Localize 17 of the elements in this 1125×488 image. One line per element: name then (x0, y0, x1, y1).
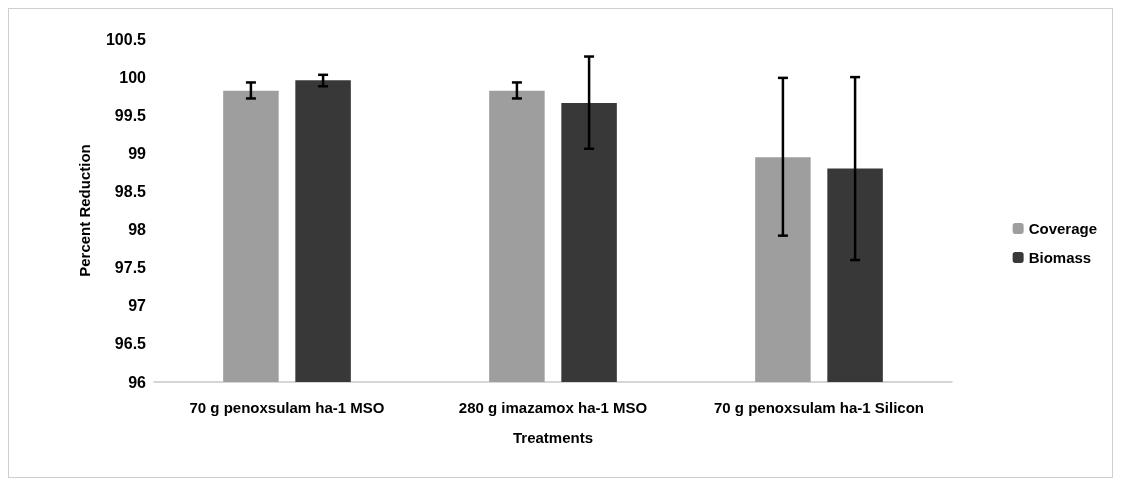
y-tick-label: 98.5 (114, 182, 147, 200)
x-tick-label: 280 g imazamox ha-1 MSO (458, 399, 648, 416)
legend-label: Coverage (1028, 220, 1098, 237)
y-tick-label: 97 (128, 297, 147, 315)
y-tick-label: 97.5 (114, 259, 147, 277)
x-tick-label: 70 g penoxsulam ha-1 MSO (189, 399, 385, 416)
y-tick-label: 99 (128, 144, 147, 162)
y-tick-label: 99.5 (114, 106, 147, 124)
y-tick-label: 96.5 (114, 335, 147, 353)
y-tick-label: 100.5 (105, 30, 147, 48)
y-tick-label: 100 (119, 68, 147, 86)
y-axis-title: Percent Reduction (76, 144, 93, 277)
x-axis-title: Treatments (512, 429, 594, 446)
legend-label: Biomass (1028, 249, 1092, 266)
y-tick-label: 98 (128, 221, 147, 239)
x-tick-label: 70 g penoxsulam ha-1 Silicon (713, 399, 925, 416)
y-tick-label: 96 (128, 373, 147, 391)
